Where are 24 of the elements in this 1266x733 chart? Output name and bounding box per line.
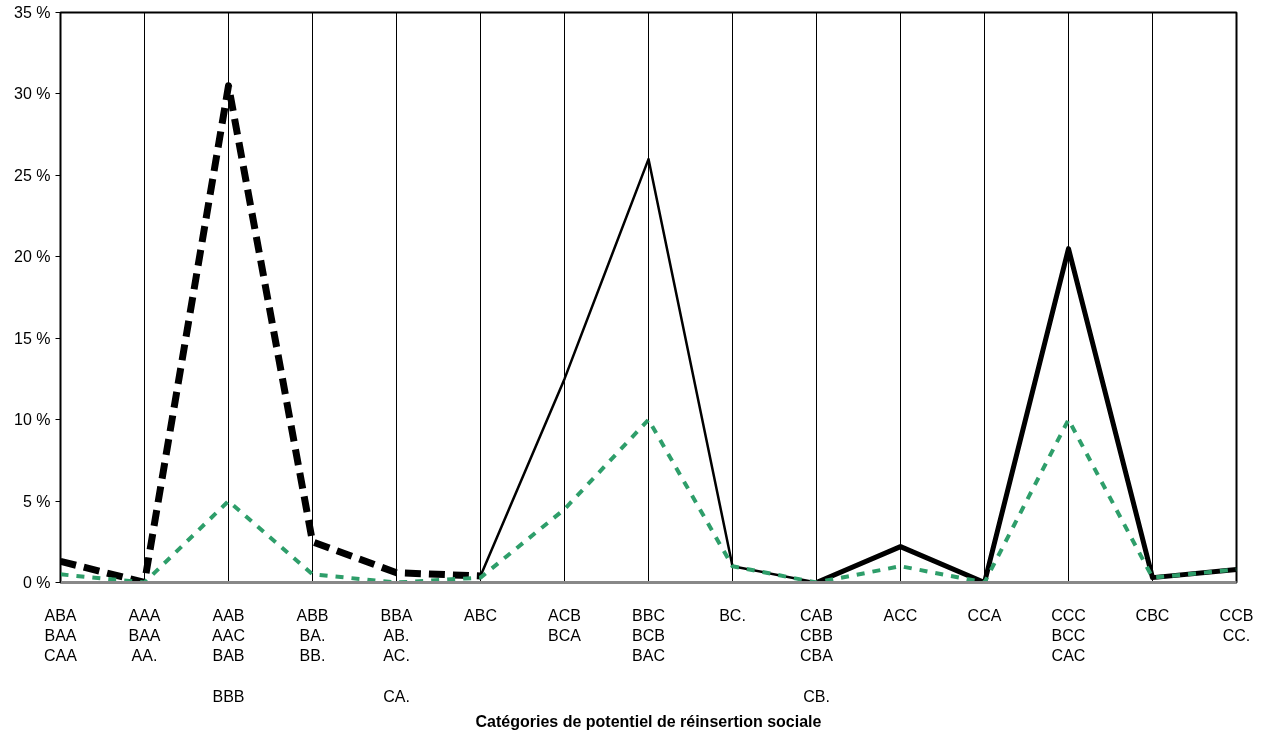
x-tick-label: BC. <box>719 606 746 624</box>
x-tick-label: CCA <box>967 606 1002 624</box>
y-tick-label: 30 % <box>14 85 51 103</box>
x-tick-label: CCC BCC CAC <box>1051 606 1086 665</box>
x-tick-label: BBC BCB BAC <box>632 606 665 665</box>
x-tick-label: ACB BCA <box>548 606 582 644</box>
x-tick-label: CCB CC. <box>1219 606 1254 644</box>
y-tick-label: 25 % <box>14 166 51 184</box>
x-tick-label: CBC <box>1135 606 1170 624</box>
x-tick-label: ABA BAA CAA <box>44 606 78 665</box>
y-tick-label: 15 % <box>14 329 51 347</box>
x-tick-label: ABB BA. BB. <box>296 606 329 665</box>
category-label: AAB AAC BAB BBB <box>212 606 245 706</box>
y-tick-label: 5 % <box>22 492 51 510</box>
y-tick-label: 10 % <box>14 411 51 429</box>
category-label: BBA AB. AC. CA. <box>380 606 413 706</box>
x-tick-label: AAA BAA AA. <box>128 606 161 665</box>
y-tick-label: 0 % <box>22 574 51 591</box>
x-tick-label: ACC <box>883 606 918 624</box>
y-tick-label: 20 % <box>14 248 51 266</box>
x-tick-label: ABC <box>464 606 497 624</box>
category-label: CAB CBB CBA CB. <box>800 606 833 706</box>
x-axis-title: Catégories de potentiel de réinsertion sociale <box>475 713 822 731</box>
y-tick-label: 35 % <box>14 4 51 21</box>
